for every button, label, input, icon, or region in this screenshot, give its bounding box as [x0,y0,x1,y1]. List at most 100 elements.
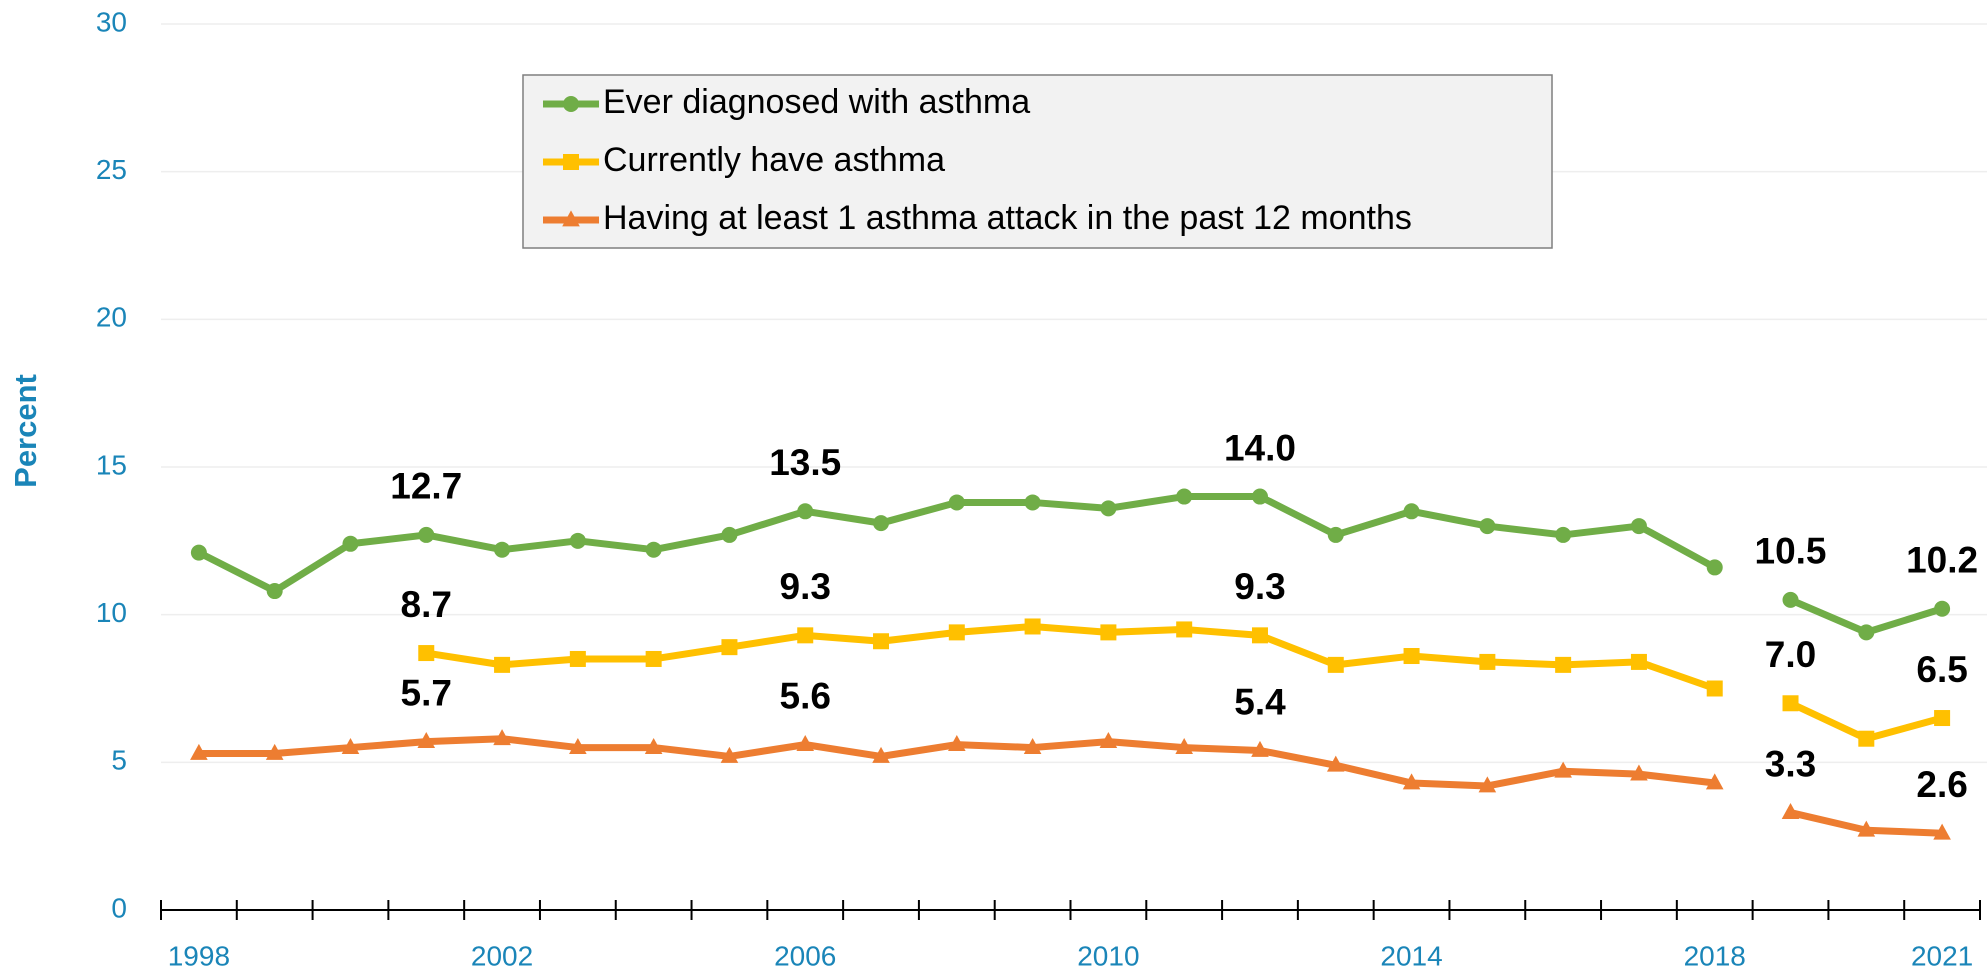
legend-marker [562,210,580,227]
data-point [721,526,738,543]
data-point [948,494,965,511]
data-point [1554,761,1572,778]
data-point [1024,618,1041,635]
data-point [1934,600,1951,617]
data-label: 9.3 [780,566,831,607]
data-point [190,743,208,760]
data-point [341,737,360,754]
data-point [720,746,739,763]
y-tick-label: 10 [96,597,127,628]
data-point [1176,488,1193,505]
data-point [1781,802,1800,819]
data-point [1934,710,1951,727]
y-axis-label: Percent [8,374,43,488]
x-tick-label: 2021 [1911,940,1973,971]
data-label: 6.5 [1916,649,1967,690]
data-label: 5.4 [1234,681,1286,722]
series-line [197,493,1717,595]
data-point [1327,656,1344,673]
y-tick-label: 5 [111,745,127,776]
data-point [1478,776,1497,793]
data-label: 12.7 [390,466,462,507]
x-tick-label: 2006 [774,940,836,971]
data-point [494,656,511,673]
data-point [1630,518,1647,535]
series-line [425,622,1716,692]
data-point [1857,820,1876,837]
y-tick-label: 20 [96,302,127,333]
data-point [1176,621,1193,638]
data-point [1630,764,1648,781]
data-point [1024,494,1041,511]
data-point [418,645,435,662]
data-point [1251,488,1268,505]
data-point [1100,500,1117,517]
x-tick-label: 2018 [1684,940,1746,971]
data-point [1175,737,1193,754]
data-point [190,544,207,561]
data-point [417,732,436,749]
data-point [1402,773,1421,790]
data-point [797,503,814,520]
data-point [1706,680,1723,697]
data-label: 3.3 [1765,743,1816,784]
data-point [1327,526,1344,543]
data-point [1479,653,1496,670]
data-point [418,526,435,543]
data-point [1555,526,1572,543]
data-point [494,541,511,558]
x-tick-label: 2002 [471,940,533,971]
data-point [1933,823,1951,840]
x-tick-label: 1998 [168,940,230,971]
data-point [1630,653,1647,670]
data-point [266,583,283,600]
data-point [569,532,586,549]
x-tick-label: 2010 [1077,940,1139,971]
data-point [645,541,662,558]
data-label: 7.0 [1765,634,1816,675]
data-point [265,743,284,760]
data-label: 5.6 [780,675,831,716]
data-point [872,746,890,763]
data-point [948,624,965,641]
data-point [1023,737,1042,754]
data-label: 8.7 [401,584,452,625]
legend-marker [563,154,579,170]
data-point [948,735,966,752]
data-point [1403,503,1420,520]
data-point [1479,518,1496,535]
data-label: 10.2 [1906,540,1978,581]
data-label: 14.0 [1224,427,1296,468]
data-point [1705,773,1724,790]
data-point [493,729,511,746]
data-point [873,633,890,650]
data-point [569,737,587,754]
data-point [721,639,738,656]
data-point [796,735,815,752]
x-tick-label: 2014 [1380,940,1442,971]
y-tick-label: 0 [111,892,127,923]
data-point [342,535,359,552]
data-point [1099,732,1118,749]
y-tick-label: 25 [96,154,127,185]
data-point [797,627,814,644]
data-point [1782,591,1799,608]
legend-label: Ever diagnosed with asthma [603,83,1030,121]
data-point [645,650,662,667]
data-point [569,650,586,667]
legend-marker [563,96,579,112]
data-point [644,737,663,754]
data-point [1251,627,1268,644]
data-point [873,515,890,532]
data-label: 9.3 [1234,566,1285,607]
data-label: 5.7 [401,672,452,713]
data-point [1326,755,1345,772]
y-tick-label: 15 [96,449,127,480]
data-point [1555,656,1572,673]
data-point [1858,730,1875,747]
data-label: 10.5 [1755,531,1827,572]
data-label: 13.5 [769,442,841,483]
data-point [1403,648,1420,665]
y-tick-label: 30 [96,6,127,37]
